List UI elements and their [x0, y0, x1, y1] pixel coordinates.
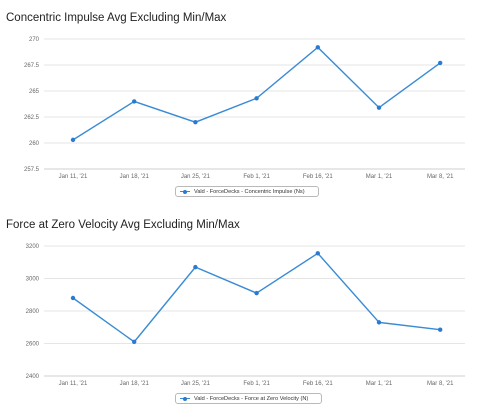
- data-point: [376, 320, 382, 325]
- y-tick-label: 260: [29, 141, 40, 147]
- x-tick-label: Mar 8, '21: [427, 174, 454, 180]
- legend-item[interactable]: Vald - ForceDecks - Force at Zero Veloci…: [175, 393, 322, 404]
- chart-panel-concentric-impulse: Concentric Impulse Avg Excluding Min/Max…: [6, 12, 465, 197]
- x-tick-label: Feb 16, '21: [303, 174, 333, 180]
- data-point: [315, 45, 320, 50]
- y-tick-label: 267.5: [24, 63, 40, 69]
- chart-title: Concentric Impulse Avg Excluding Min/Max: [6, 12, 227, 24]
- data-point: [254, 290, 259, 296]
- x-tick-label: Jan 25, '21: [181, 381, 211, 387]
- y-tick-label: 3200: [26, 244, 40, 250]
- data-point: [254, 96, 259, 101]
- x-tick-label: Jan 11, '21: [59, 381, 88, 387]
- chart-svg: 2400 2600 2800 3000 3200 Jan 11, '21 Jan 18, '…: [26, 244, 465, 387]
- data-point: [438, 60, 443, 66]
- x-tick-label: Feb 16, '21: [303, 381, 333, 387]
- y-tick-label: 265: [29, 89, 40, 95]
- chart-panel-force-zero-velocity: Force at Zero Velocity Avg Excluding Min…: [0, 207, 480, 414]
- data-point: [315, 251, 320, 256]
- data-point: [376, 105, 382, 110]
- y-tick-label: 262.5: [24, 115, 40, 121]
- y-tick-label: 3000: [26, 277, 40, 283]
- x-tick-label: Jan 25, '21: [181, 174, 211, 180]
- series-line: [72, 46, 441, 141]
- y-tick-label: 2800: [26, 309, 40, 315]
- series-marker-icon: [180, 189, 190, 195]
- x-tick-label: Feb 1, '21: [243, 174, 270, 180]
- data-point: [70, 137, 76, 143]
- data-point: [438, 327, 443, 332]
- data-point: [193, 264, 198, 270]
- chart-title: Force at Zero Velocity Avg Excluding Min…: [6, 219, 240, 231]
- x-tick-label: Mar 8, '21: [427, 381, 454, 387]
- y-tick-label: 2600: [26, 342, 40, 348]
- chart-svg: 257.5 260 262.5 265 267.5 270 Jan 11, '21 Jan 1…: [24, 37, 465, 180]
- x-tick-label: Mar 1, '21: [366, 174, 393, 180]
- x-tick-label: Feb 1, '21: [243, 381, 270, 387]
- legend-item[interactable]: Vald - ForceDecks - Concentric Impulse (…: [175, 186, 319, 197]
- data-point: [132, 99, 137, 104]
- series-marker-icon: [180, 396, 190, 402]
- data-point: [70, 295, 76, 301]
- y-tick-label: 2400: [26, 374, 40, 380]
- legend-label: Vald - ForceDecks - Force at Zero Veloci…: [194, 395, 309, 402]
- data-point: [132, 339, 137, 345]
- series-line: [72, 252, 441, 343]
- legend-label: Vald - ForceDecks - Concentric Impulse (…: [194, 188, 305, 195]
- x-tick-label: Jan 18, '21: [120, 381, 150, 387]
- data-point: [193, 120, 198, 125]
- x-tick-label: Jan 18, '21: [120, 174, 150, 180]
- x-tick-label: Mar 1, '21: [366, 381, 393, 387]
- y-tick-label: 270: [29, 37, 40, 43]
- x-tick-label: Jan 11, '21: [59, 174, 88, 180]
- y-tick-label: 257.5: [24, 167, 40, 173]
